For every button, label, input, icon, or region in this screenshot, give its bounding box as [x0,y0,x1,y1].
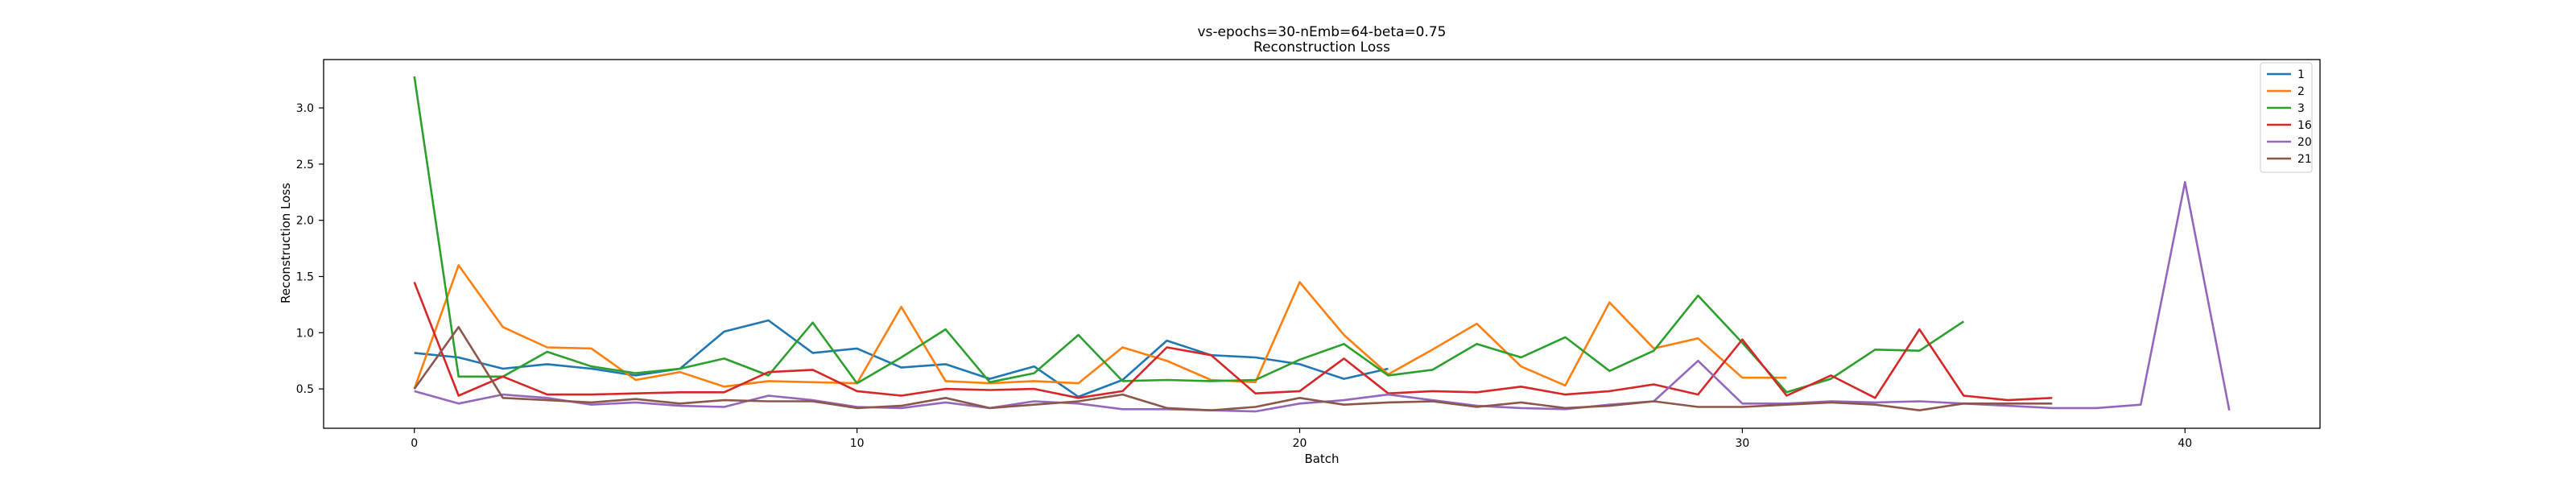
y-tick-label: 0.5 [296,383,314,396]
legend-label-16: 16 [2297,119,2312,132]
y-tick-label: 3.0 [296,102,314,115]
x-tick-label: 10 [850,437,865,450]
legend-label-21: 21 [2297,153,2312,166]
series-line-3 [413,76,1965,394]
chart-title: vs-epochs=30-nEmb=64-beta=0.75 [1198,24,1447,40]
series-line-21 [413,325,2053,412]
x-tick-label: 20 [1293,437,1307,450]
x-tick-label: 30 [1735,437,1749,450]
series-line-1 [414,319,1389,398]
x-tick-label: 0 [411,437,418,450]
x-axis-label: Batch [1304,452,1339,466]
legend: 1 2 3 16 20 21 [2260,62,2313,173]
legend-label-20: 20 [2297,136,2312,149]
y-tick-label: 2.0 [296,215,314,228]
chart-subtitle: Reconstruction Loss [1253,39,1390,56]
legend-label-3: 3 [2297,102,2305,115]
y-tick-label: 1.5 [296,270,314,283]
series-layer [413,76,2231,413]
legend-label-1: 1 [2297,68,2305,81]
axes-layer: 0 10 20 30 40 0.5 1.0 1.5 2.0 2.5 3.0 [296,59,2321,450]
y-tick-label: 1.0 [296,327,314,340]
x-tick-label: 40 [2178,437,2192,450]
y-axis-label: Reconstruction Loss [279,183,293,303]
y-tick-label: 2.5 [296,159,314,171]
legend-label-2: 2 [2297,85,2305,98]
series-line-2 [413,264,1787,390]
plot-frame [323,59,2321,429]
series-line-16 [413,282,2053,402]
